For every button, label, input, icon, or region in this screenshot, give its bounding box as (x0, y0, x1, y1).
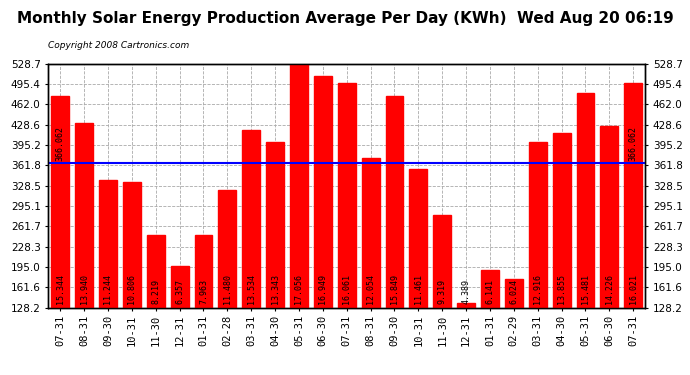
Text: 10.806: 10.806 (128, 274, 137, 304)
Text: 14.226: 14.226 (605, 274, 614, 304)
Bar (577, 93, 594, 375)
Bar (266, 142, 284, 375)
Text: 4.389: 4.389 (462, 279, 471, 304)
Text: 11.480: 11.480 (223, 274, 232, 304)
Text: 6.024: 6.024 (509, 279, 518, 304)
Text: 15.344: 15.344 (56, 274, 65, 304)
Text: 13.940: 13.940 (79, 274, 88, 304)
Bar (99, 180, 117, 375)
Text: 13.855: 13.855 (557, 274, 566, 304)
Bar (624, 83, 642, 375)
Bar (195, 235, 213, 375)
Bar (409, 169, 427, 375)
Text: 366.062: 366.062 (56, 126, 65, 161)
Text: 16.061: 16.061 (342, 274, 351, 304)
Bar (219, 190, 236, 375)
Text: 17.056: 17.056 (295, 274, 304, 304)
Bar (123, 182, 141, 375)
Bar (242, 130, 260, 375)
Text: 7.963: 7.963 (199, 279, 208, 304)
Bar (338, 82, 355, 375)
Bar (481, 270, 499, 375)
Bar (600, 126, 618, 375)
Bar (505, 279, 523, 375)
Bar (362, 158, 380, 375)
Text: 11.461: 11.461 (414, 274, 423, 304)
Text: 16.949: 16.949 (318, 274, 327, 304)
Text: 6.357: 6.357 (175, 279, 184, 304)
Text: 11.244: 11.244 (104, 274, 112, 304)
Bar (386, 96, 404, 375)
Bar (314, 76, 332, 375)
Text: Monthly Solar Energy Production Average Per Day (KWh)  Wed Aug 20 06:19: Monthly Solar Energy Production Average … (17, 11, 673, 26)
Text: 13.534: 13.534 (247, 274, 256, 304)
Bar (553, 132, 571, 375)
Text: 12.916: 12.916 (533, 274, 542, 304)
Bar (290, 64, 308, 375)
Text: 15.849: 15.849 (390, 274, 399, 304)
Bar (75, 123, 93, 375)
Bar (170, 266, 188, 375)
Bar (147, 236, 165, 375)
Text: 15.481: 15.481 (581, 274, 590, 304)
Text: 13.343: 13.343 (270, 274, 279, 304)
Bar (51, 96, 69, 375)
Text: 8.219: 8.219 (151, 279, 160, 304)
Text: 9.319: 9.319 (437, 279, 446, 304)
Text: 12.054: 12.054 (366, 274, 375, 304)
Text: 366.062: 366.062 (629, 126, 638, 161)
Text: 6.141: 6.141 (486, 279, 495, 304)
Text: Copyright 2008 Cartronics.com: Copyright 2008 Cartronics.com (48, 41, 190, 50)
Bar (457, 303, 475, 375)
Bar (433, 215, 451, 375)
Text: 16.021: 16.021 (629, 274, 638, 304)
Bar (529, 142, 546, 375)
